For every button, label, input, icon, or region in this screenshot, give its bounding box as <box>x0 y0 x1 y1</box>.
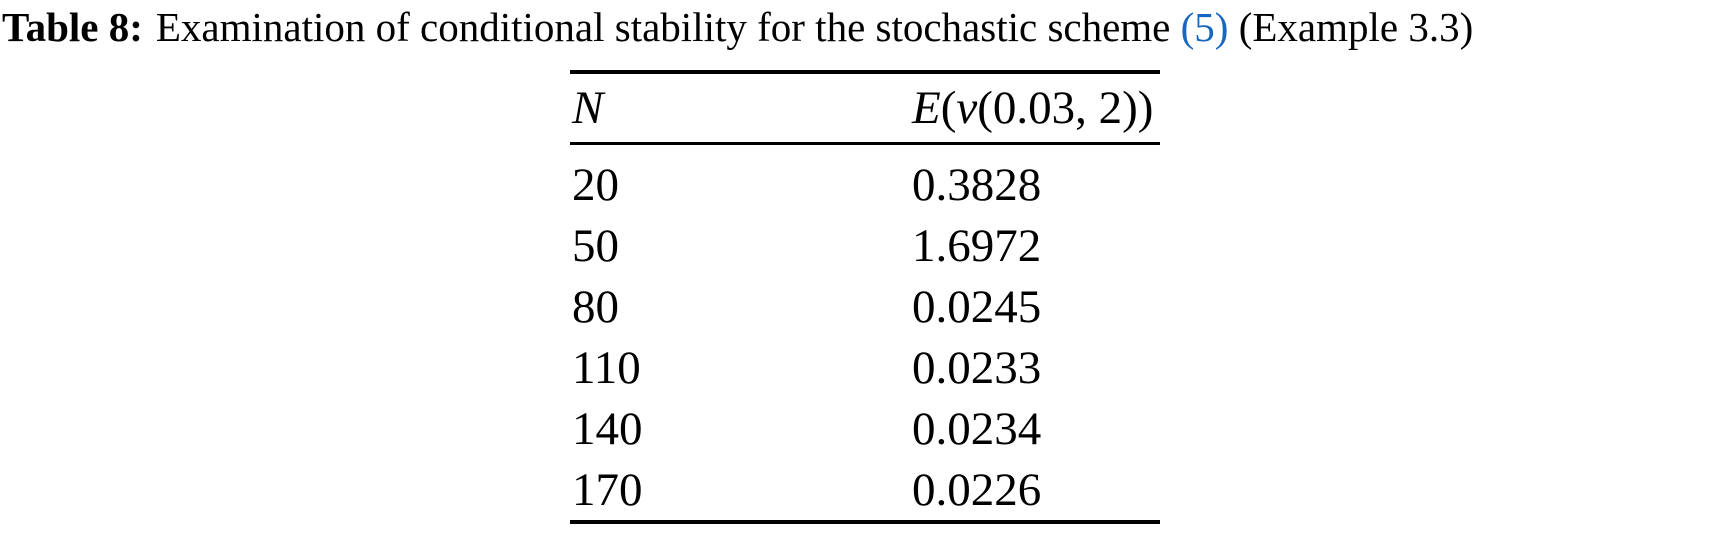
cell-n: 140 <box>572 402 643 455</box>
cell-expectation: 0.0233 <box>912 341 1042 394</box>
table-caption-text: Examination of conditional stability for… <box>155 4 1171 50</box>
table-header-row: N E(v(0.03, 2)) <box>570 74 1160 145</box>
equation-ref-link[interactable]: (5) <box>1180 4 1229 50</box>
table-caption-label: Table 8: <box>2 4 143 50</box>
cell-n: 50 <box>572 219 619 272</box>
cell-n: 110 <box>572 341 641 394</box>
table-body: 20 0.3828 50 1.6972 80 0.0245 110 0.0233… <box>570 145 1160 520</box>
math-open-paren: ( <box>940 82 957 134</box>
cell-n: 170 <box>572 463 643 516</box>
table-caption: Table 8: Examination of conditional stabi… <box>2 0 1733 54</box>
math-var-v: v <box>956 82 978 134</box>
cell-n: 80 <box>572 280 619 333</box>
table-row: 50 1.6972 <box>570 215 1160 276</box>
table-row: 20 0.3828 <box>570 154 1160 215</box>
math-func-e: E <box>912 82 941 134</box>
table-row: 110 0.0233 <box>570 337 1160 398</box>
stability-table: N E(v(0.03, 2)) 20 0.3828 50 1.6972 80 0… <box>570 70 1160 524</box>
column-header-expectation: E(v(0.03, 2)) <box>912 81 1160 135</box>
table-row: 140 0.0234 <box>570 398 1160 459</box>
cell-expectation: 0.3828 <box>912 158 1042 211</box>
cell-n: 20 <box>572 158 619 211</box>
cell-expectation: 1.6972 <box>912 219 1042 272</box>
cell-expectation: 0.0234 <box>912 402 1042 455</box>
cell-expectation: 0.0245 <box>912 280 1042 333</box>
table-row: 170 0.0226 <box>570 459 1160 520</box>
cell-expectation: 0.0226 <box>912 463 1042 516</box>
column-header-n: N <box>572 82 604 134</box>
math-args: (0.03, 2)) <box>977 82 1154 134</box>
table-row: 80 0.0245 <box>570 276 1160 337</box>
table-caption-example: (Example 3.3) <box>1238 4 1474 50</box>
